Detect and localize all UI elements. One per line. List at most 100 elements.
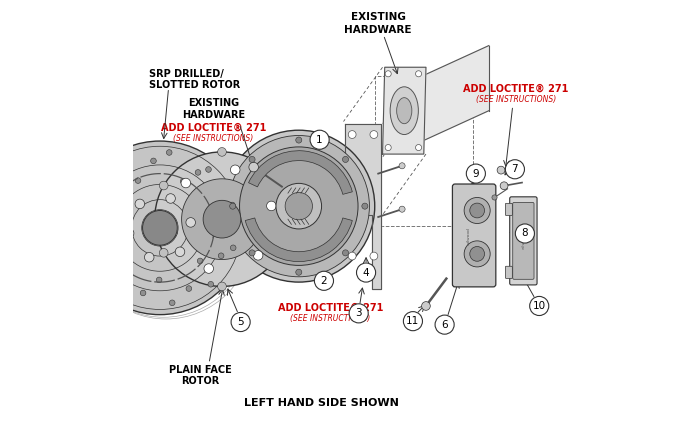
Circle shape [385,71,391,77]
Circle shape [156,277,162,283]
Circle shape [197,258,203,264]
Circle shape [370,131,378,138]
Circle shape [106,213,112,218]
Circle shape [470,203,484,218]
Circle shape [230,203,236,209]
Circle shape [160,248,168,257]
Circle shape [186,286,192,291]
Text: EXISTING: EXISTING [351,12,405,23]
Circle shape [206,167,211,172]
FancyBboxPatch shape [452,184,496,287]
Circle shape [140,290,146,296]
Text: 8: 8 [522,228,528,239]
Circle shape [186,217,195,227]
Text: 6: 6 [441,319,448,330]
Circle shape [208,281,213,287]
Circle shape [285,193,312,220]
Circle shape [116,257,122,263]
Text: 7: 7 [512,164,518,174]
Wedge shape [248,151,352,194]
Circle shape [464,197,490,224]
Circle shape [342,156,349,162]
Circle shape [73,141,246,315]
Circle shape [349,131,356,138]
Text: PLAIN FACE: PLAIN FACE [169,365,232,375]
Circle shape [249,162,258,172]
Circle shape [166,194,176,203]
Text: LEFT HAND SIDE SHOWN: LEFT HAND SIDE SHOWN [244,398,399,408]
Text: wilwood: wilwood [522,233,526,249]
Text: 1: 1 [316,135,323,145]
Circle shape [276,181,285,190]
Text: SRP DRILLED/: SRP DRILLED/ [150,69,224,79]
Circle shape [342,250,349,256]
Circle shape [125,229,134,238]
Circle shape [135,199,145,209]
Circle shape [356,263,376,282]
Circle shape [239,147,358,265]
Text: 3: 3 [356,308,362,319]
Ellipse shape [390,87,419,135]
Circle shape [349,252,356,260]
Circle shape [81,227,87,232]
Circle shape [124,157,130,162]
Text: 9: 9 [473,168,480,179]
Circle shape [195,170,201,175]
Circle shape [276,248,285,257]
Circle shape [181,179,262,260]
Text: 10: 10 [533,301,546,311]
Circle shape [143,210,177,245]
Circle shape [169,300,175,306]
Circle shape [230,165,240,174]
Circle shape [370,252,378,260]
Text: (SEE INSTRUCTIONS): (SEE INSTRUCTIONS) [173,134,253,143]
Circle shape [295,269,302,275]
Circle shape [421,302,430,310]
Wedge shape [245,218,352,262]
Circle shape [230,245,236,250]
Polygon shape [345,124,382,289]
Circle shape [203,201,241,238]
Circle shape [135,178,141,184]
Circle shape [399,206,405,212]
Circle shape [155,152,289,286]
Text: (SEE INSTRUCTIONS): (SEE INSTRUCTIONS) [290,315,370,323]
Circle shape [416,145,421,151]
Circle shape [253,250,263,260]
Circle shape [222,207,228,213]
Circle shape [403,312,423,331]
FancyBboxPatch shape [505,203,512,216]
Ellipse shape [397,98,412,124]
Circle shape [127,295,132,300]
Circle shape [276,183,321,229]
Text: 11: 11 [406,316,419,326]
Circle shape [399,163,405,169]
Text: ADD LOCTITE® 271: ADD LOCTITE® 271 [278,303,383,313]
Circle shape [310,130,329,149]
Text: SLOTTED ROTOR: SLOTTED ROTOR [150,79,241,90]
Circle shape [349,304,368,323]
Circle shape [160,181,168,190]
Circle shape [92,185,98,191]
Circle shape [144,253,154,262]
FancyBboxPatch shape [505,266,512,279]
Circle shape [249,156,255,162]
Circle shape [168,227,177,237]
Circle shape [208,214,213,220]
Text: EXISTING: EXISTING [188,98,239,108]
Circle shape [94,267,99,273]
Circle shape [150,158,156,164]
Circle shape [218,282,226,291]
Circle shape [515,224,535,243]
Circle shape [497,166,505,174]
Circle shape [464,241,490,267]
Circle shape [249,250,255,256]
Circle shape [218,253,224,259]
Text: HARDWARE: HARDWARE [182,109,245,120]
Circle shape [505,160,524,179]
Circle shape [175,247,185,256]
Circle shape [231,312,250,332]
Circle shape [492,195,497,200]
Circle shape [223,130,374,282]
Circle shape [181,178,186,184]
